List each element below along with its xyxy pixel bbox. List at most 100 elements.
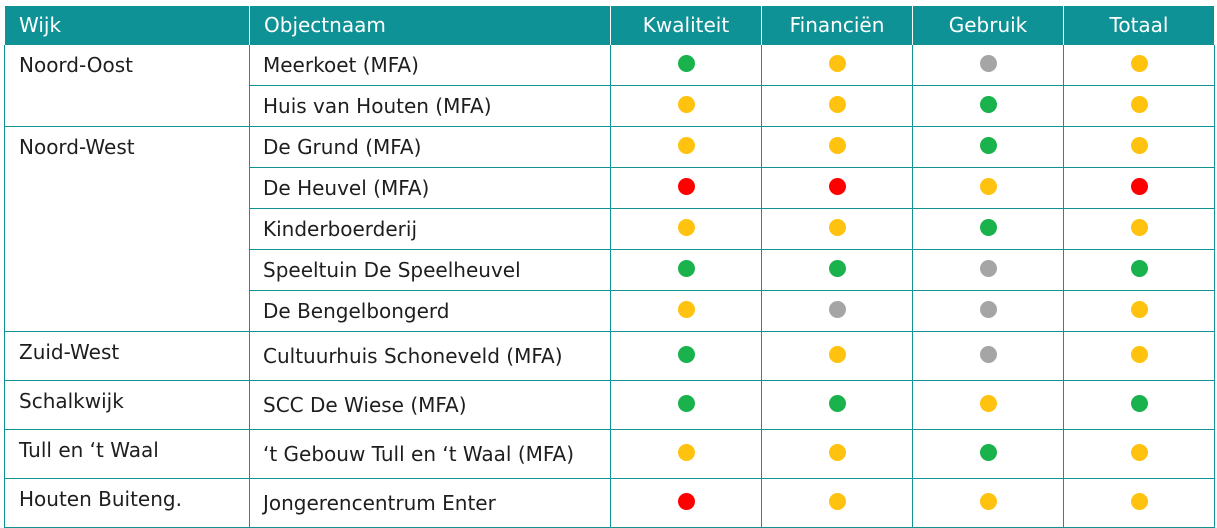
gebruik-cell — [912, 126, 1064, 168]
header-wijk: Wijk — [4, 6, 250, 45]
table-row: De Bengelbongerd — [5, 290, 1215, 332]
kwaliteit-cell — [610, 290, 762, 332]
objectnaam-cell: Huis van Houten (MFA) — [249, 85, 611, 127]
gebruik-cell — [912, 85, 1064, 127]
status-dot-icon — [828, 493, 846, 510]
status-dot-icon — [677, 219, 695, 236]
status-dot-icon — [1130, 96, 1148, 113]
header-kwaliteit: Kwaliteit — [610, 6, 762, 45]
status-dot-icon — [1130, 55, 1148, 72]
status-dot-icon — [979, 395, 997, 412]
wijk-cell: Tull en ‘t Waal — [4, 429, 250, 479]
gebruik-cell — [912, 478, 1064, 528]
financien-cell — [761, 331, 913, 381]
gebruik-cell — [912, 44, 1064, 86]
status-table: Wijk Objectnaam Kwaliteit Financiën Gebr… — [4, 6, 1215, 528]
table-row: Noord-West De Grund (MFA) — [4, 126, 1215, 332]
objectnaam-cell: De Grund (MFA) — [249, 126, 611, 168]
table-row: Noord-Oost Meerkoet (MFA) — [4, 44, 1215, 127]
status-dot-icon — [677, 301, 695, 318]
gebruik-cell — [912, 249, 1064, 291]
gebruik-cell — [912, 380, 1064, 430]
table-row: De Heuvel (MFA) — [5, 167, 1215, 209]
status-dot-icon — [828, 96, 846, 113]
wijk-cell: Schalkwijk — [4, 380, 250, 430]
totaal-cell — [1063, 44, 1215, 86]
status-dot-icon — [828, 137, 846, 154]
kwaliteit-cell — [610, 44, 762, 86]
header-objectnaam: Objectnaam — [249, 6, 611, 45]
status-dot-icon — [828, 346, 846, 363]
kwaliteit-cell — [610, 429, 762, 479]
totaal-cell — [1063, 380, 1215, 430]
status-dot-icon — [1130, 493, 1148, 510]
status-dot-icon — [979, 55, 997, 72]
status-dot-icon — [979, 346, 997, 363]
gebruik-cell — [912, 429, 1064, 479]
objectnaam-cell: Kinderboerderij — [249, 208, 611, 250]
kwaliteit-cell — [610, 208, 762, 250]
kwaliteit-cell — [610, 167, 762, 209]
financien-cell — [761, 380, 913, 430]
status-dot-icon — [979, 301, 997, 318]
status-dot-icon — [1130, 444, 1148, 461]
status-dot-icon — [979, 178, 997, 195]
wijk-cell: Zuid-West — [4, 331, 250, 381]
status-dot-icon — [979, 493, 997, 510]
financien-cell — [761, 478, 913, 528]
kwaliteit-cell — [610, 478, 762, 528]
table-body: Noord-Oost Meerkoet (MFA) Huis van Houten … — [4, 44, 1215, 528]
wijk-cell: Noord-West — [4, 126, 250, 332]
totaal-cell — [1063, 429, 1215, 479]
table-row: Huis van Houten (MFA) — [5, 85, 1215, 127]
totaal-cell — [1063, 249, 1215, 291]
status-dot-icon — [1130, 260, 1148, 277]
status-dot-icon — [677, 493, 695, 510]
kwaliteit-cell — [610, 85, 762, 127]
objectnaam-cell: Cultuurhuis Schoneveld (MFA) — [249, 331, 611, 381]
table-row: Tull en ‘t Waal ‘t Gebouw Tull en ‘t Waal… — [4, 429, 1215, 479]
financien-cell — [761, 167, 913, 209]
header-gebruik: Gebruik — [912, 6, 1064, 45]
financien-cell — [761, 85, 913, 127]
status-dot-icon — [979, 219, 997, 236]
totaal-cell — [1063, 85, 1215, 127]
status-dot-icon — [828, 444, 846, 461]
totaal-cell — [1063, 208, 1215, 250]
header-financien: Financiën — [761, 6, 913, 45]
status-dot-icon — [1130, 137, 1148, 154]
status-dot-icon — [677, 137, 695, 154]
financien-cell — [761, 249, 913, 291]
status-dot-icon — [828, 178, 846, 195]
status-dot-icon — [1130, 178, 1148, 195]
gebruik-cell — [912, 208, 1064, 250]
table-row: Kinderboerderij — [5, 208, 1215, 250]
status-dot-icon — [1130, 395, 1148, 412]
status-dot-icon — [677, 260, 695, 277]
kwaliteit-cell — [610, 249, 762, 291]
status-dot-icon — [828, 219, 846, 236]
header-totaal: Totaal — [1063, 6, 1215, 45]
gebruik-cell — [912, 290, 1064, 332]
status-dot-icon — [828, 395, 846, 412]
table-row: Houten Buiteng. Jongerencentrum Enter — [4, 478, 1215, 528]
table-row: Schalkwijk SCC De Wiese (MFA) — [4, 380, 1215, 430]
status-dot-icon — [979, 444, 997, 461]
status-dot-icon — [1130, 219, 1148, 236]
objectnaam-cell: Speeltuin De Speelheuvel — [249, 249, 611, 291]
gebruik-cell — [912, 331, 1064, 381]
status-dot-icon — [1130, 301, 1148, 318]
status-dot-icon — [677, 346, 695, 363]
totaal-cell — [1063, 331, 1215, 381]
objectnaam-cell: ‘t Gebouw Tull en ‘t Waal (MFA) — [249, 429, 611, 479]
financien-cell — [761, 429, 913, 479]
kwaliteit-cell — [610, 126, 762, 168]
wijk-cell: Noord-Oost — [4, 44, 250, 127]
financien-cell — [761, 208, 913, 250]
objectnaam-cell: De Heuvel (MFA) — [249, 167, 611, 209]
objectnaam-cell: SCC De Wiese (MFA) — [249, 380, 611, 430]
objectnaam-cell: Jongerencentrum Enter — [249, 478, 611, 528]
status-dot-icon — [677, 96, 695, 113]
totaal-cell — [1063, 126, 1215, 168]
financien-cell — [761, 44, 913, 86]
